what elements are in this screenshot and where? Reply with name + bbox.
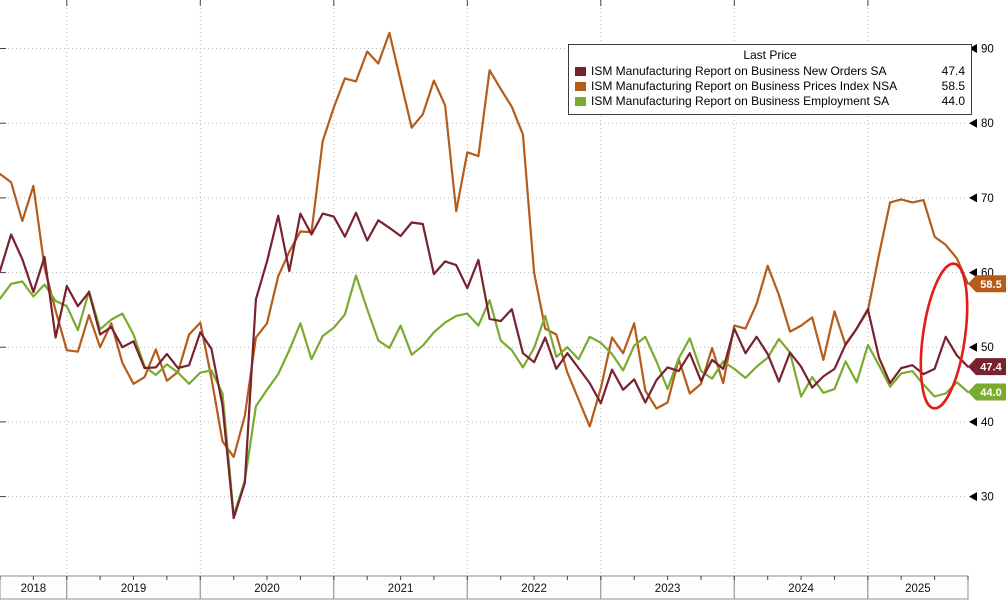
y-tick-label: 40 xyxy=(981,417,994,429)
y-tick-label: 70 xyxy=(981,193,994,205)
y-tick-arrow-icon xyxy=(969,492,977,502)
legend-value-new-orders: 47.4 xyxy=(941,64,965,78)
y-tick-arrow-icon xyxy=(969,118,977,128)
legend-label-new-orders: ISM Manufacturing Report on Business New… xyxy=(591,64,887,78)
last-price-value-prices: 58.5 xyxy=(980,279,1001,291)
legend: Last Price ISM Manufacturing Report on B… xyxy=(568,44,972,115)
x-axis-year-label: 2018 xyxy=(21,583,47,595)
legend-value-employment: 44.0 xyxy=(941,94,965,108)
y-tick-label: 50 xyxy=(981,342,994,354)
legend-item-prices: ISM Manufacturing Report on Business Pri… xyxy=(575,79,965,94)
last-price-value-employment: 44.0 xyxy=(980,387,1001,399)
last-price-badge-employment xyxy=(968,383,1006,401)
legend-item-employment: ISM Manufacturing Report on Business Emp… xyxy=(575,94,965,109)
y-tick-arrow-icon xyxy=(969,193,977,203)
x-axis-year-label: 2021 xyxy=(388,583,414,595)
legend-title: Last Price xyxy=(743,48,797,62)
y-tick-label: 90 xyxy=(981,44,994,56)
x-axis-year-label: 2023 xyxy=(655,583,681,595)
y-tick-label: 30 xyxy=(981,492,994,504)
y-tick-label: 80 xyxy=(981,118,994,130)
legend-item-new-orders: ISM Manufacturing Report on Business New… xyxy=(575,64,965,79)
legend-label-prices: ISM Manufacturing Report on Business Pri… xyxy=(591,79,898,93)
legend-value-prices: 58.5 xyxy=(941,79,965,93)
series-swatch-prices xyxy=(575,82,586,91)
x-axis-year-label: 2019 xyxy=(121,583,147,595)
series-swatch-new-orders xyxy=(575,67,586,76)
y-tick-arrow-icon xyxy=(969,417,977,427)
x-axis-year-label: 2020 xyxy=(254,583,280,595)
legend-label-employment: ISM Manufacturing Report on Business Emp… xyxy=(591,94,890,108)
series-line-new-orders xyxy=(0,211,970,520)
y-tick-arrow-icon xyxy=(969,342,977,352)
x-axis-year-label: 2025 xyxy=(905,583,931,595)
x-axis-year-box xyxy=(867,575,969,600)
series-swatch-employment xyxy=(575,97,586,106)
series-line-prices xyxy=(0,31,970,459)
series-line-employment xyxy=(0,274,970,517)
y-tick-arrow-icon xyxy=(969,268,977,278)
y-tick-arrow-icon xyxy=(969,44,977,54)
highlight-ellipse-annotation xyxy=(919,262,969,410)
x-axis-year-label: 2022 xyxy=(521,583,547,595)
last-price-badge-new-orders xyxy=(968,358,1006,376)
last-price-badge-prices xyxy=(968,275,1006,293)
x-axis-year-label: 2024 xyxy=(788,583,814,595)
last-price-value-new-orders: 47.4 xyxy=(980,362,1002,374)
